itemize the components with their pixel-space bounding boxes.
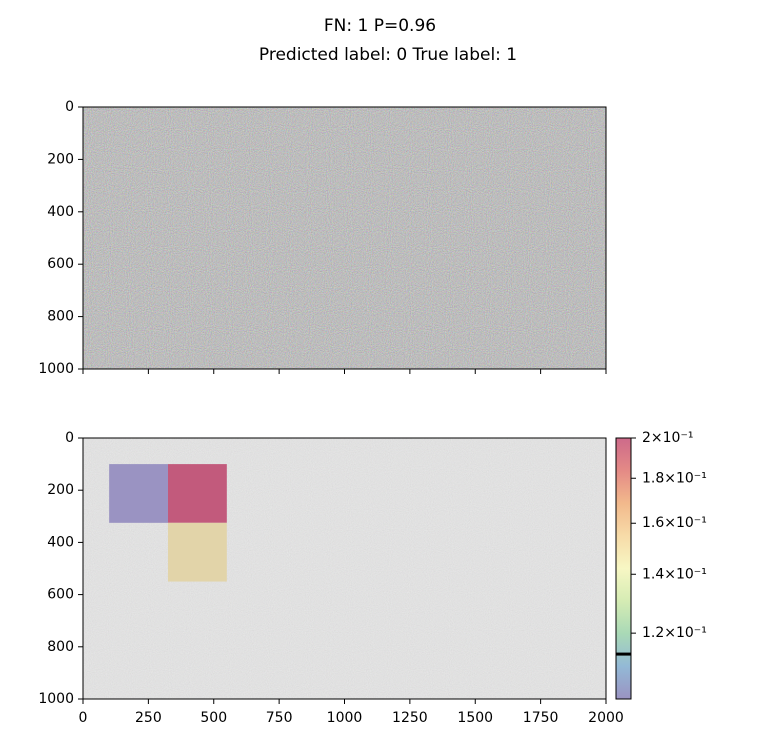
title: FN: 1 P=0.96: [324, 16, 436, 36]
x-tick-label: 0: [79, 710, 88, 726]
colorbar-tick-label: 1.2×10⁻¹: [642, 625, 707, 641]
x-tick-label: 1750: [523, 710, 559, 726]
heatmap-cell: [167, 522, 227, 582]
heatmap-cell: [109, 464, 168, 523]
x-tick-label: 1500: [457, 710, 493, 726]
colorbar-tick-label: 1.8×10⁻¹: [642, 470, 707, 486]
y-tick-label: 400: [47, 534, 74, 550]
x-tick-label: 2000: [588, 710, 624, 726]
x-tick-label: 500: [200, 710, 227, 726]
x-tick-label: 1000: [327, 710, 363, 726]
y-tick-label: 400: [47, 204, 74, 220]
y-tick-label: 200: [47, 151, 74, 167]
x-tick-label: 750: [266, 710, 293, 726]
y-tick-label: 0: [65, 99, 74, 115]
colorbar-frame: [615, 437, 632, 700]
y-tick-label: 1000: [38, 691, 74, 707]
y-tick-label: 600: [47, 256, 74, 272]
colorbar: [616, 438, 631, 699]
y-tick-label: 200: [47, 482, 74, 498]
x-tick-label: 250: [135, 710, 162, 726]
y-tick-label: 800: [47, 309, 74, 325]
heatmap-cell: [167, 464, 227, 523]
image: [83, 107, 606, 369]
subtitle: Predicted label: 0 True label: 1: [259, 45, 517, 65]
y-tick-label: 1000: [38, 361, 74, 377]
colorbar-tick-label: 1.4×10⁻¹: [642, 566, 707, 582]
y-tick-label: 800: [47, 639, 74, 655]
y-tick-label: 0: [65, 430, 74, 446]
y-tick-label: 600: [47, 587, 74, 603]
colorbar-tick-label: 2×10⁻¹: [642, 430, 693, 446]
colorbar-tick-label: 1.6×10⁻¹: [642, 515, 707, 531]
x-tick-label: 1250: [392, 710, 428, 726]
